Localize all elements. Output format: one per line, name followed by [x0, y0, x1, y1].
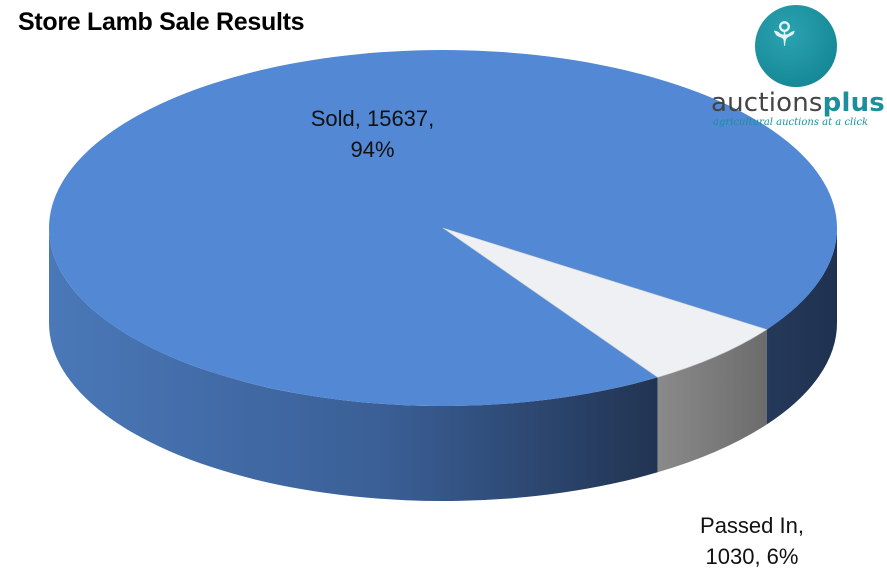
auctionsplus-logo: ⚘ auctionsplus agricultural auctions at …: [707, 5, 885, 130]
logo-emblem: ⚘: [755, 5, 837, 87]
chart-title: Store Lamb Sale Results: [18, 8, 305, 36]
logo-wordmark-bold: plus: [822, 88, 885, 118]
logo-wordmark: auctionsplus: [711, 88, 885, 118]
data-label-sold: Sold, 15637, 94%: [290, 103, 455, 165]
wheat-icon: ⚘: [769, 15, 800, 55]
pie-side-sold-front: [48, 228, 658, 502]
data-label-passed-line2: 1030, 6%: [705, 544, 799, 569]
pie-side-passed-in: [657, 329, 767, 473]
pie-side-sold-right: [766, 228, 837, 425]
data-label-sold-line1: Sold, 15637,: [310, 106, 435, 131]
data-label-passed-line1: Passed In,: [700, 513, 804, 538]
logo-wordmark-regular: auctions: [711, 88, 823, 118]
logo-tagline: agricultural auctions at a click: [713, 117, 869, 128]
data-label-sold-line2: 94%: [350, 137, 395, 162]
pie-slice-passed-in: [442, 227, 768, 378]
data-label-passed-in: Passed In, 1030, 6%: [672, 510, 832, 572]
